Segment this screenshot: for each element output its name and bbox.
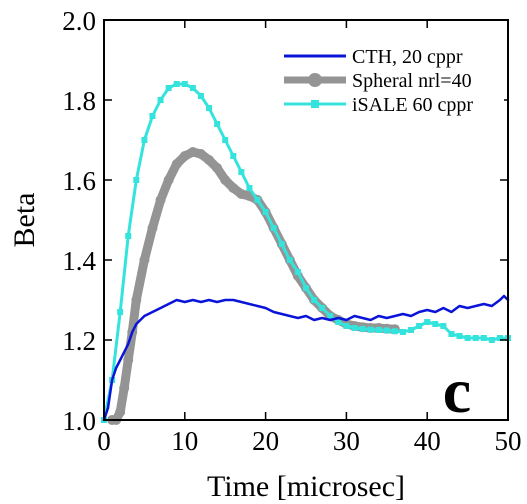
series-point: [343, 323, 350, 329]
series-point: [163, 175, 174, 185]
series-point: [149, 113, 156, 119]
series-point: [119, 383, 130, 393]
series-point: [197, 93, 204, 99]
series-point: [212, 163, 223, 173]
series-point: [238, 169, 245, 175]
series-point: [220, 175, 231, 185]
series-point: [165, 85, 172, 91]
series-point: [125, 233, 132, 239]
x-tick-label: 50: [495, 426, 522, 456]
series-point: [286, 257, 293, 263]
x-tick-label: 0: [97, 426, 111, 456]
axis-ticks-group: 0 10 20 30 40 50 1.0 1.2 1.4 1.6 1.8 2.0: [62, 6, 521, 456]
y-tick-label: 1.8: [62, 86, 96, 116]
series-point: [375, 327, 382, 333]
x-tick-label: 40: [414, 426, 441, 456]
series-point: [187, 147, 198, 157]
series-point: [195, 149, 206, 159]
series-point: [488, 337, 495, 343]
series-point: [294, 269, 301, 275]
series-point: [139, 255, 150, 265]
series-1: [107, 147, 400, 425]
plot-series-group: [101, 81, 511, 425]
series-point: [236, 189, 247, 199]
series-point: [448, 331, 455, 337]
panel-label: c: [443, 355, 471, 426]
series-point: [424, 319, 431, 325]
series-line: [102, 294, 510, 422]
x-tick-label: 30: [333, 426, 360, 456]
y-tick-label: 1.6: [62, 166, 96, 196]
y-tick-label: 1.4: [62, 246, 96, 276]
x-tick-label: 20: [252, 426, 279, 456]
y-tick-label: 1.2: [62, 326, 96, 356]
series-point: [246, 185, 253, 191]
series-2: [101, 81, 511, 423]
series-point: [472, 335, 479, 341]
series-point: [214, 121, 221, 127]
series-point: [155, 195, 166, 205]
y-tick-label: 1.0: [62, 406, 96, 436]
legend-label: Spheral nrl=40: [352, 70, 472, 92]
series-point: [303, 285, 309, 291]
series-point: [262, 209, 269, 215]
x-tick-label: 10: [171, 426, 198, 456]
series-point: [319, 305, 326, 311]
series-point: [351, 325, 358, 331]
series-point: [480, 335, 487, 341]
series-point: [254, 197, 261, 203]
series-point: [367, 326, 374, 333]
series-point: [416, 323, 423, 329]
series-point: [311, 297, 318, 303]
series-point: [383, 327, 390, 334]
series-point: [133, 177, 140, 183]
series-point: [399, 329, 406, 335]
series-point: [327, 313, 334, 319]
series-point: [179, 151, 190, 161]
x-axis-label: Time [microsec]: [207, 470, 405, 503]
legend-marker: [308, 73, 322, 87]
series-point: [278, 241, 285, 247]
series-point: [408, 327, 415, 333]
series-point: [270, 225, 277, 231]
series-point: [189, 85, 196, 91]
series-point: [171, 159, 182, 169]
legend-marker: [311, 100, 319, 108]
series-point: [157, 97, 164, 103]
series-point: [173, 81, 180, 87]
series-point: [464, 335, 471, 341]
plot-frame: [103, 19, 509, 421]
series-point: [204, 155, 215, 165]
series-point: [359, 325, 366, 332]
series-point: [131, 295, 142, 305]
series-point: [141, 137, 148, 143]
series-point: [115, 407, 126, 417]
series-point: [147, 223, 158, 233]
series-point: [456, 333, 463, 339]
y-axis-label: Beta: [8, 193, 41, 248]
series-point: [496, 335, 503, 341]
series-point: [440, 323, 447, 329]
series-point: [335, 319, 342, 325]
series-point: [432, 321, 439, 327]
series-point: [206, 105, 213, 111]
series-0: [102, 294, 510, 422]
series-point: [230, 153, 237, 159]
y-tick-label: 2.0: [62, 6, 96, 36]
series-point: [123, 355, 134, 365]
legend-label: iSALE 60 cppr: [352, 94, 473, 116]
series-point: [117, 309, 124, 315]
series-point: [391, 328, 398, 335]
series-point: [222, 137, 229, 143]
series-point: [228, 183, 239, 193]
series-point: [181, 81, 188, 87]
legend-label: CTH, 20 cppr: [352, 46, 463, 68]
